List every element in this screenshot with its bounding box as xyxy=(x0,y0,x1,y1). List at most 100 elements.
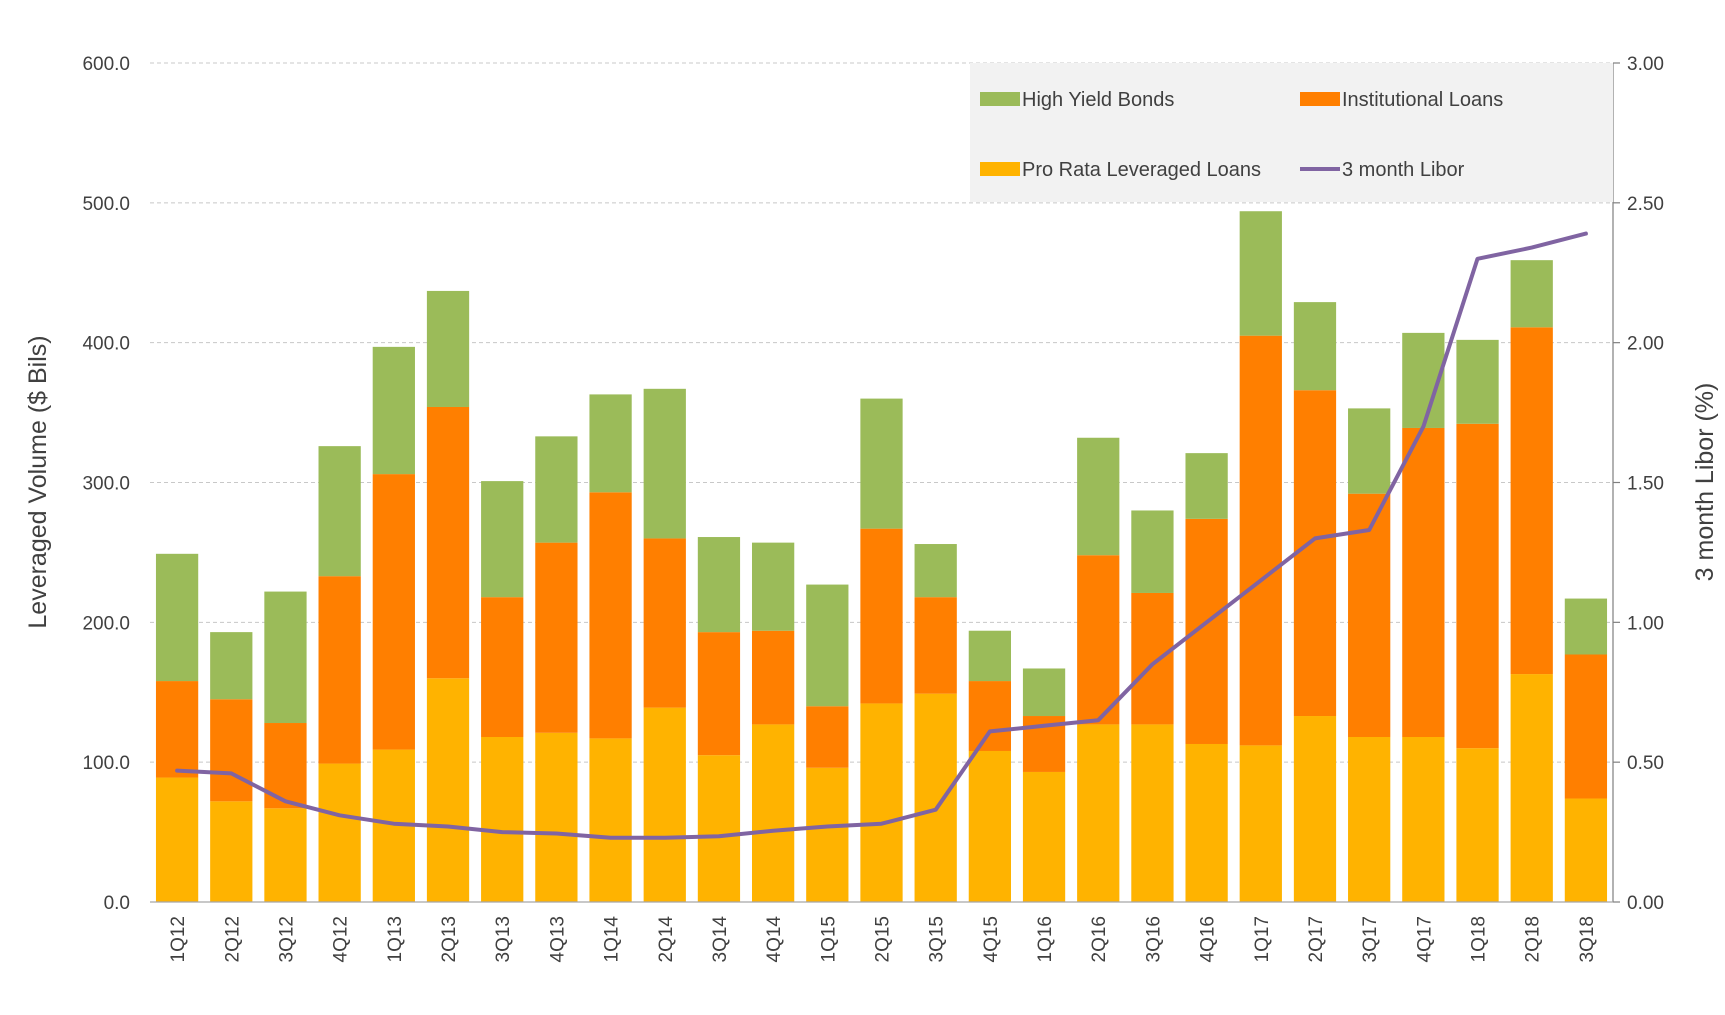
bar-segment xyxy=(426,406,470,679)
bar-segment xyxy=(535,542,578,733)
legend: High Yield Bonds Institutional Loans Pro R… xyxy=(970,63,1613,202)
bar-segment xyxy=(1402,736,1445,902)
bar-segment xyxy=(1402,427,1445,737)
bar-segment xyxy=(1456,339,1499,424)
bar-segment xyxy=(914,693,957,902)
bar-segment xyxy=(860,528,903,704)
bar-segment xyxy=(806,767,849,902)
bar-segment xyxy=(210,632,253,700)
bar-segment xyxy=(968,630,1012,682)
x-tick-label: 2Q12 xyxy=(222,916,243,962)
y2-tick-label: 0.00 xyxy=(1627,893,1664,914)
bar-segment xyxy=(1239,211,1282,336)
x-tick-label: 1Q16 xyxy=(1035,916,1056,962)
y2-tick-label: 3.00 xyxy=(1627,54,1664,75)
bar-segment xyxy=(643,538,686,708)
bar-segment xyxy=(697,755,741,902)
bar-segment xyxy=(1185,743,1228,902)
legend-swatch xyxy=(980,92,1020,106)
bar-segment xyxy=(860,703,903,902)
bar-segment xyxy=(372,474,415,750)
x-tick-label: 1Q17 xyxy=(1252,916,1273,962)
x-tick-label: 4Q15 xyxy=(981,916,1002,962)
bar-segment xyxy=(968,750,1012,902)
bar-segment xyxy=(751,630,795,725)
bar-segment xyxy=(1239,335,1282,746)
x-tick-label: 1Q14 xyxy=(602,916,623,963)
bar-segment xyxy=(1293,390,1337,717)
x-tick-label: 3Q18 xyxy=(1577,916,1598,962)
y-tick-label: 400.0 xyxy=(82,334,130,355)
bar-segment xyxy=(426,678,470,902)
x-tick-label: 3Q12 xyxy=(276,916,297,962)
bar-segment xyxy=(1131,510,1174,593)
x-tick-label: 4Q14 xyxy=(764,916,785,963)
bar-segment xyxy=(1022,668,1066,717)
bar-segment xyxy=(1510,327,1553,675)
bar-segment xyxy=(481,481,524,598)
y-tick-label: 500.0 xyxy=(82,194,130,215)
bar-segment xyxy=(1293,302,1337,391)
x-tick-label: 2Q15 xyxy=(873,916,894,962)
bar-segment xyxy=(914,597,957,694)
y2-tick-label: 2.50 xyxy=(1627,194,1664,215)
bar-segment xyxy=(643,388,686,539)
right-axis-ticks: 0.00 0.50 1.00 1.50 2.00 2.50 3.00 xyxy=(1613,54,1664,914)
bar-segment xyxy=(589,394,632,493)
bar-segment xyxy=(210,699,253,802)
left-axis-ticks: 0.0 100.0 200.0 300.0 400.0 500.0 600.0 xyxy=(82,54,130,914)
x-tick-label: 3Q15 xyxy=(927,916,948,962)
bar-segment xyxy=(155,553,199,682)
bar-segment xyxy=(589,738,632,902)
bar-segment xyxy=(751,724,795,902)
x-tick-label: 4Q12 xyxy=(331,916,352,962)
y-tick-label: 200.0 xyxy=(82,613,130,634)
y2-tick-label: 1.50 xyxy=(1627,474,1664,495)
bar-segment xyxy=(1456,423,1499,749)
y2-tick-label: 2.00 xyxy=(1627,334,1664,355)
bar-segment xyxy=(1564,654,1608,799)
x-tick-label: 1Q12 xyxy=(168,916,189,962)
bar-segment xyxy=(481,736,524,902)
x-axis-ticks: 1Q12 2Q12 3Q12 4Q12 1Q13 2Q13 3Q13 4Q13 1Q14 2Q14… xyxy=(168,916,1598,963)
legend-swatch xyxy=(980,162,1020,176)
bar-segment xyxy=(1131,592,1174,725)
legend-label: Institutional Loans xyxy=(1342,89,1503,111)
bar-segment xyxy=(643,707,686,902)
bar-segment xyxy=(697,632,741,756)
x-tick-label: 3Q17 xyxy=(1360,916,1381,962)
bar-segment xyxy=(372,346,415,475)
bar-segment xyxy=(589,492,632,739)
bar-segment xyxy=(860,398,903,529)
bars xyxy=(155,211,1608,902)
x-tick-label: 1Q13 xyxy=(385,916,406,962)
bar-segment xyxy=(1348,408,1391,494)
x-tick-label: 3Q16 xyxy=(1143,916,1164,962)
x-tick-label: 2Q16 xyxy=(1089,916,1110,962)
bar-segment xyxy=(806,706,849,768)
y-axis-title: Leveraged Volume ($ Bils) xyxy=(24,335,52,628)
x-tick-label: 3Q13 xyxy=(493,916,514,962)
x-tick-label: 2Q14 xyxy=(656,916,677,963)
y-tick-label: 100.0 xyxy=(82,753,130,774)
x-tick-label: 1Q18 xyxy=(1469,916,1490,962)
libor-line-layer xyxy=(175,231,1588,840)
bar-segment xyxy=(1293,716,1337,902)
bar-segment xyxy=(968,681,1012,751)
bar-segment xyxy=(535,436,578,543)
y2-tick-label: 0.50 xyxy=(1627,753,1664,774)
bar-segment xyxy=(1185,453,1228,519)
legend-label: Pro Rata Leveraged Loans xyxy=(1022,159,1261,181)
bar-segment xyxy=(697,537,741,633)
bar-segment xyxy=(155,777,199,902)
bar-segment xyxy=(1564,598,1608,655)
bar-segment xyxy=(481,597,524,737)
x-tick-label: 3Q14 xyxy=(710,916,731,963)
legend-label: 3 month Libor xyxy=(1342,159,1465,181)
bar-segment xyxy=(1077,724,1120,902)
bar-segment xyxy=(1131,724,1174,902)
bar-segment xyxy=(1348,493,1391,737)
legend-swatch xyxy=(1300,92,1340,106)
bar-segment xyxy=(1564,798,1608,902)
